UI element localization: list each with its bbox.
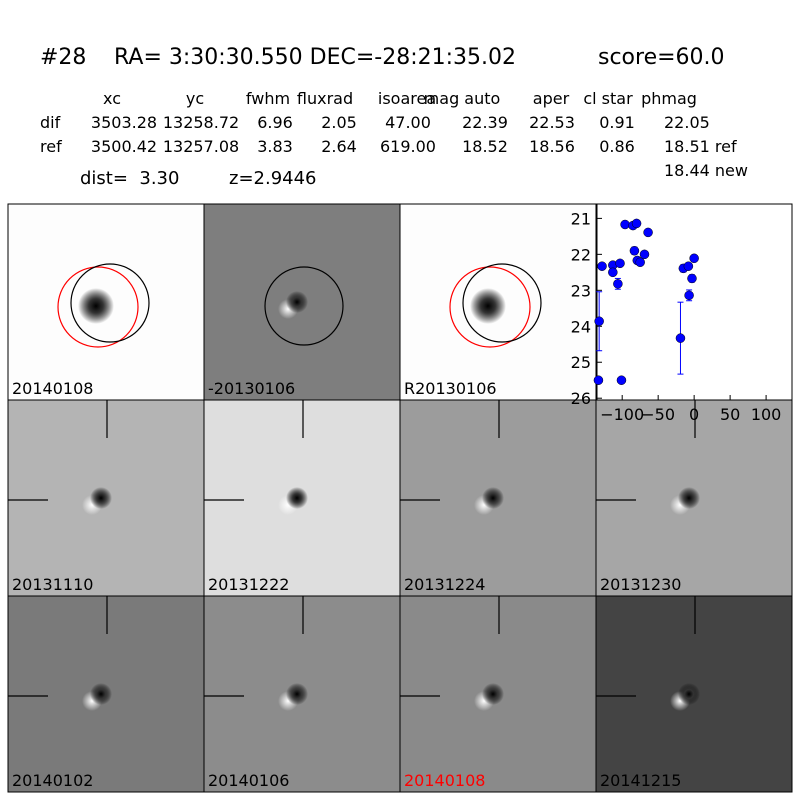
point — [631, 218, 642, 229]
cell: 13258.72 — [163, 113, 239, 132]
point — [683, 261, 694, 271]
cell: 6.96 — [257, 113, 293, 132]
column-header: fwhm — [246, 89, 290, 108]
dipole-dark — [286, 487, 308, 509]
point — [689, 253, 699, 264]
column-header: xc — [103, 89, 121, 108]
cell: 0.86 — [599, 137, 635, 156]
cell: 22.39 — [462, 113, 508, 132]
point — [608, 267, 618, 278]
ref-circle — [449, 266, 531, 348]
redshift: z=2.9446 — [229, 168, 317, 189]
y-tick-label: 24 — [571, 317, 591, 336]
stamps: 20140108 -20130106 R20130106 20131110 201312… — [7, 203, 793, 793]
cell: 18.52 — [462, 137, 508, 156]
point — [594, 316, 604, 326]
cell: 2.64 — [321, 137, 357, 156]
x-tick-label: 0 — [689, 405, 699, 424]
point — [635, 257, 645, 268]
point — [629, 246, 640, 256]
cell: 18.51 ref — [664, 137, 737, 156]
point — [593, 375, 604, 385]
point — [639, 249, 650, 260]
y-tick-label: 25 — [571, 353, 591, 372]
stamp-label: 20140108 — [12, 379, 93, 398]
dipole-dark — [90, 683, 112, 705]
cell: 18.56 — [529, 137, 575, 156]
x-tick-label: −50 — [641, 405, 675, 424]
y-tick-label: 21 — [571, 209, 591, 228]
score: score=60.0 — [598, 45, 725, 70]
column-header: mag auto — [424, 89, 501, 108]
column-header: phmag — [641, 89, 697, 108]
dipole-dark — [482, 683, 504, 705]
dist: dist= 3.30 — [80, 168, 179, 189]
stamp-label: 20141215 — [600, 771, 681, 790]
light-curve: 21 22 23 24 25 26 −100−50 0 50 100 — [571, 203, 793, 424]
cell: 3.83 — [257, 137, 293, 156]
cell: 22.05 — [664, 113, 710, 132]
coordinates: RA= 3:30:30.550 DEC=-28:21:35.02 — [114, 45, 516, 70]
plot-area — [596, 203, 793, 401]
point — [613, 279, 623, 289]
source — [78, 288, 114, 324]
point — [597, 261, 607, 271]
y-tick-label: 26 — [571, 389, 591, 408]
x-tick-label: 100 — [751, 405, 782, 424]
x-tick-label: 50 — [720, 405, 740, 424]
dipole-dark — [286, 683, 308, 705]
point — [615, 258, 625, 269]
cell: 3500.42 — [91, 137, 157, 156]
point — [687, 273, 697, 284]
candidate-id: #28 — [40, 45, 86, 70]
column-header: cl star — [583, 89, 633, 108]
y-tick-label: 23 — [571, 281, 591, 300]
stamp-label: 20131110 — [12, 575, 93, 594]
cell: 3503.28 — [91, 113, 157, 132]
cell: 18.44 new — [664, 161, 748, 180]
x-tick-label: −100 — [600, 405, 644, 424]
cell: 619.00 — [380, 137, 436, 156]
cell: 13257.08 — [163, 137, 239, 156]
stamp-label: -20130106 — [208, 379, 295, 398]
dipole-dark — [482, 487, 504, 509]
column-header: yc — [186, 89, 204, 108]
dipole-dark — [286, 291, 308, 313]
column-header: aper — [533, 89, 570, 108]
new-circle — [70, 263, 150, 343]
stamp-label: 20140102 — [12, 771, 93, 790]
stamp-label: R20130106 — [404, 379, 497, 398]
column-header: isoarea — [378, 89, 436, 108]
dipole-dark — [678, 683, 700, 705]
stamp-label: 20131224 — [404, 575, 485, 594]
column-header: fluxrad — [297, 89, 353, 108]
point — [643, 227, 653, 238]
point — [616, 375, 627, 385]
point — [675, 333, 686, 343]
row-label: dif — [40, 113, 61, 132]
ref-circle — [57, 266, 139, 348]
new-circle — [462, 263, 542, 343]
point — [620, 219, 630, 230]
cell: 2.05 — [321, 113, 357, 132]
source — [470, 288, 506, 324]
stamp-label: 20140106 — [208, 771, 289, 790]
cell: 22.53 — [529, 113, 575, 132]
row-label: ref — [40, 137, 62, 156]
point — [684, 290, 694, 301]
new-circle — [264, 266, 344, 346]
stamp-label: 20131230 — [600, 575, 681, 594]
stamp-label: 20131222 — [208, 575, 289, 594]
stamp-label: 20140108 — [404, 771, 485, 790]
dipole-dark — [678, 487, 700, 509]
dipole-dark — [90, 487, 112, 509]
cell: 47.00 — [385, 113, 431, 132]
y-tick-label: 22 — [571, 245, 591, 264]
cell: 0.91 — [599, 113, 635, 132]
